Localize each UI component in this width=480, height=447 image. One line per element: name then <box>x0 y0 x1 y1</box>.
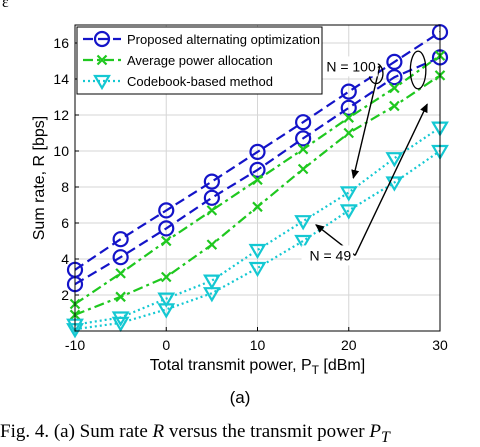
legend-label: Proposed alternating optimization <box>127 32 320 47</box>
data-point-x <box>389 82 400 94</box>
data-point-circle <box>203 189 220 206</box>
data-point-x <box>206 239 218 250</box>
y-tick-label: 12 <box>53 107 69 123</box>
y-tick-label: 8 <box>61 179 69 195</box>
data-point-circle <box>386 69 403 86</box>
caption-prefix: Fig. 4. (a) Sum rate <box>0 421 153 442</box>
y-axis-label: Sum rate, R [bps] <box>31 116 48 241</box>
series-line <box>74 56 441 286</box>
annotation-arrow <box>351 66 381 179</box>
y-tick-label: 10 <box>53 143 69 159</box>
data-point-circle <box>203 173 220 190</box>
figure-caption: Fig. 4. (a) Sum rate R versus the transm… <box>0 421 390 447</box>
legend-label: Codebook-based method <box>127 74 273 89</box>
data-point-x <box>115 291 126 303</box>
x-tick-label: -10 <box>65 337 85 353</box>
data-point-circle <box>249 161 266 178</box>
y-tick-label: 2 <box>61 287 69 303</box>
corner-fragment-text: ε <box>2 0 9 11</box>
caption-middle: versus the transmit power <box>164 421 370 442</box>
data-point-x <box>160 235 172 247</box>
tick-layer: -10 0 10 20 30 2 4 6 8 10 12 14 16 <box>53 35 448 353</box>
caption-variable-p-subscript: T <box>381 428 390 446</box>
data-point-circle <box>158 202 175 219</box>
annotation-ellipse <box>409 50 427 90</box>
x-axis-label-main: Total transmit power, P <box>150 357 312 374</box>
data-point-triangle <box>339 204 358 220</box>
data-point-triangle <box>385 176 404 192</box>
data-point-triangle <box>202 274 221 290</box>
legend-label: Average power allocation <box>127 53 273 68</box>
caption-variable-p: P <box>369 421 381 442</box>
x-tick-label: 20 <box>341 337 357 353</box>
x-axis-label: Total transmit power, PT [dBm] <box>150 357 365 377</box>
annotation-layer: N = 100 N = 49 <box>301 50 428 266</box>
annotation-label-bg <box>301 245 354 266</box>
y-tick-label: 6 <box>61 215 69 231</box>
data-point-circle <box>340 99 357 116</box>
data-point-x <box>206 205 218 216</box>
data-point-circle <box>158 220 175 237</box>
data-point-triangle <box>157 292 176 308</box>
data-point-x <box>343 112 355 123</box>
caption-variable-r: R <box>152 421 165 442</box>
x-tick-label: 0 <box>162 337 170 353</box>
x-axis-label-unit: [dBm] <box>319 357 365 374</box>
annotation-label: N = 100 <box>326 58 376 74</box>
data-point-triangle <box>93 74 111 91</box>
annotation-label: N = 49 <box>309 247 351 263</box>
data-point-triangle <box>339 186 358 202</box>
annotation-arrow <box>354 103 428 256</box>
legend: Proposed alternating optimization Average… <box>76 26 323 95</box>
x-tick-label: 10 <box>250 337 266 353</box>
data-point-circle <box>386 53 403 71</box>
data-point-circle <box>295 114 312 131</box>
y-tick-label: 16 <box>53 35 69 51</box>
data-point-x <box>160 271 172 283</box>
data-point-x <box>297 163 309 175</box>
data-point-triangle <box>157 303 176 319</box>
series-line <box>74 150 441 331</box>
data-point-x <box>297 143 309 155</box>
data-point-circle <box>93 30 111 48</box>
data-point-triangle <box>248 243 267 260</box>
data-point-triangle <box>202 287 221 303</box>
data-point-x <box>252 201 263 213</box>
data-point-circle <box>295 130 312 147</box>
data-point-circle <box>249 143 266 160</box>
data-point-x <box>115 268 126 279</box>
x-axis-label-subscript: T <box>312 363 320 377</box>
data-point-circle <box>112 231 129 248</box>
subfigure-label: (a) <box>229 388 251 407</box>
data-point-x <box>96 54 108 66</box>
y-tick-label: 4 <box>61 251 69 267</box>
data-point-circle <box>112 249 129 266</box>
x-tick-label: 30 <box>432 337 448 353</box>
data-point-x <box>343 127 355 139</box>
data-point-triangle <box>248 261 267 278</box>
data-point-triangle <box>294 215 313 231</box>
y-tick-label: 14 <box>53 71 69 87</box>
annotation-label-bg <box>318 56 378 77</box>
series-line <box>74 126 441 326</box>
data-point-x <box>252 174 263 186</box>
data-point-triangle <box>111 316 130 333</box>
data-point-x <box>389 100 400 112</box>
data-point-triangle <box>294 234 313 251</box>
sum-rate-chart: N = 100 N = 49 -10 0 10 20 30 2 4 6 8 10 12 14 16 Pro… <box>31 24 449 377</box>
data-point-circle <box>340 83 357 100</box>
data-point-triangle <box>385 152 404 168</box>
